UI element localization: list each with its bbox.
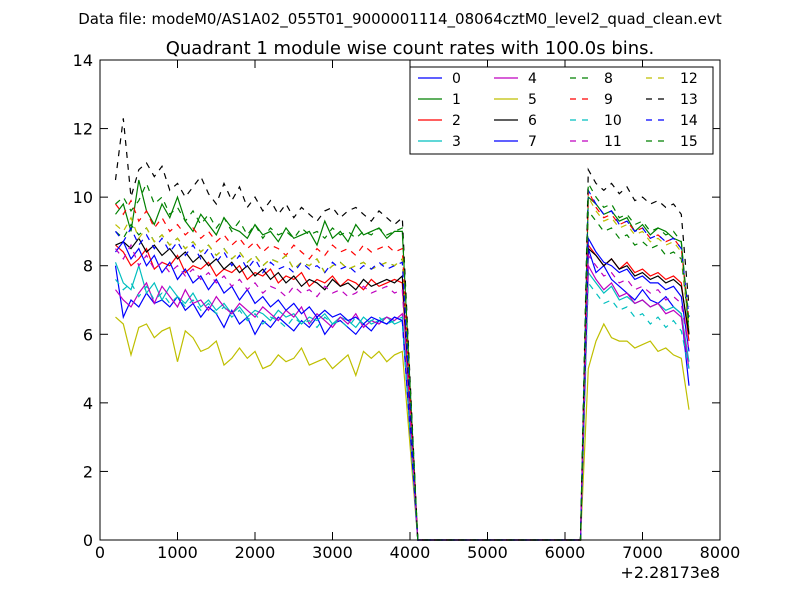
axis-ticks: 0 1000 2000 3000 4000 5000 6000 7000 80000246810… [73,51,741,562]
x-tick-label: 6000 [545,543,586,562]
series-line-6 [115,237,690,541]
series-line-10 [115,279,690,541]
series-line-1 [115,179,690,541]
legend-label-9: 9 [604,92,613,108]
legend-label-1: 1 [452,92,461,108]
y-tick-label: 6 [83,325,93,344]
legend-label-4: 4 [528,71,537,87]
legend-label-5: 5 [528,92,537,108]
legend-label-2: 2 [452,113,461,129]
legend-label-11: 11 [604,134,622,150]
y-tick-label: 12 [73,120,93,139]
y-tick-label: 8 [83,257,93,276]
series-line-7 [115,236,690,541]
y-tick-label: 0 [83,531,93,550]
x-tick-label: 3000 [312,543,353,562]
legend-label-3: 3 [452,134,461,150]
legend-label-8: 8 [604,71,613,87]
y-tick-label: 14 [73,51,93,70]
x-tick-label: 4000 [390,543,431,562]
x-tick-label: 8000 [700,543,741,562]
legend-label-10: 10 [604,113,622,129]
series-line-11 [115,243,690,541]
series-line-3 [114,262,690,541]
x-tick-label: 7000 [622,543,663,562]
legend-label-6: 6 [528,113,537,129]
legend-label-12: 12 [680,71,698,87]
chart-title: Quadrant 1 module wise count rates with … [166,38,655,59]
series-line-4 [115,263,690,541]
legend-label-13: 13 [680,92,698,108]
legend-label-15: 15 [680,134,698,150]
y-tick-label: 4 [83,394,93,413]
series-line-9 [115,190,690,541]
y-tick-label: 10 [73,188,93,207]
x-tick-label: 1000 [157,543,198,562]
figure-suptitle: Data file: modeM0/AS1A02_055T01_90000011… [78,10,722,29]
x-tick-label: 5000 [467,543,508,562]
legend-label-14: 14 [680,113,698,129]
series-lines [114,118,690,541]
series-line-12 [115,194,690,541]
series-line-15 [115,181,690,541]
legend-label-7: 7 [528,134,537,150]
legend-box [409,66,714,155]
x-offset-label: +2.28173e8 [620,563,720,582]
x-tick-label: 2000 [235,543,276,562]
y-tick-label: 2 [83,462,93,481]
x-tick-label: 0 [95,543,105,562]
series-line-13 [114,118,690,541]
series-line-14 [115,188,690,541]
series-line-5 [115,316,690,541]
legend-label-0: 0 [452,71,461,87]
